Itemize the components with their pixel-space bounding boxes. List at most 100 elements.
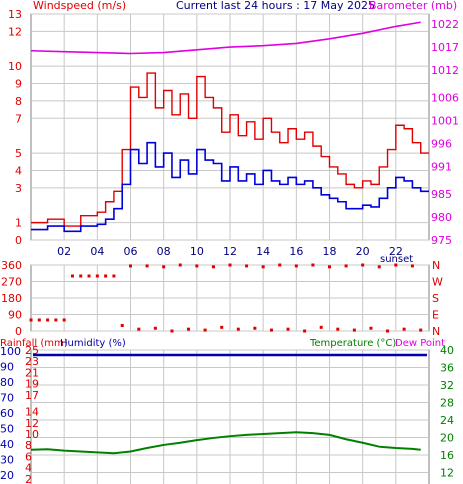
humidity-tick-labels: 102030405060708090100 — [0, 345, 21, 482]
panel-rain-humidity-temperature: 024681012141719212325 102030405060708090… — [0, 344, 454, 484]
direction-degree-labels: 0 90 180 270 360 — [1, 259, 22, 338]
wind-direction-point — [402, 327, 406, 331]
sunset-label: sunset — [380, 254, 413, 265]
wind-direction-point — [328, 265, 331, 269]
wind-gust-line — [31, 72, 429, 227]
wind-direction-point — [87, 274, 91, 278]
wind-direction-point — [120, 324, 124, 327]
hour-tick-label: 10 — [190, 245, 204, 258]
wind-direction-point — [145, 264, 149, 268]
wind-direction-point — [220, 325, 224, 329]
wind-direction-point — [170, 329, 174, 333]
humidity-tick-label: 30 — [0, 454, 14, 467]
wind-direction-point — [37, 318, 41, 322]
temperature-tick-label: 40 — [440, 344, 454, 357]
temperature-line — [30, 431, 421, 455]
humidity-tick-label: 40 — [0, 438, 14, 451]
wind-direction-point — [153, 326, 157, 330]
temperature-axis-title: Temperature (°C) — [309, 338, 396, 349]
direction-degree-label: 270 — [1, 276, 22, 289]
temperature-tick-label: 20 — [440, 432, 454, 445]
hour-tick-label: 06 — [124, 245, 138, 258]
wind-direction-point — [319, 325, 323, 329]
wind-direction-point — [303, 329, 307, 333]
direction-degree-label: 0 — [15, 325, 22, 338]
hour-tick-label: 02 — [57, 245, 71, 258]
humidity-tick-label: 100 — [0, 345, 21, 358]
temperature-tick-label: 36 — [440, 362, 454, 375]
wind-direction-point — [294, 264, 298, 268]
temperature-tick-label: 24 — [440, 414, 454, 427]
humidity-tick-label: 60 — [0, 407, 14, 420]
wind-direction-point — [203, 328, 207, 332]
rainfall-tick-label: 14 — [25, 406, 39, 419]
wind-direction-point — [112, 274, 116, 278]
direction-degree-label: 360 — [1, 259, 22, 272]
rainfall-tick-label: 2 — [25, 473, 32, 484]
rainfall-tick-label: 19 — [25, 378, 39, 391]
barometer-tick-label: 1001 — [431, 115, 459, 128]
windspeed-tick-label: 12 — [8, 25, 22, 38]
humidity-tick-label: 70 — [0, 392, 14, 405]
rainfall-tick-label: 23 — [25, 355, 39, 368]
wind-direction-point — [228, 263, 232, 267]
wind-direction-point — [211, 265, 215, 269]
temperature-tick-label: 12 — [440, 467, 454, 480]
hour-tick-label: 22 — [389, 245, 403, 258]
rainfall-tick-label: 6 — [25, 450, 32, 463]
rainfall-tick-label: 8 — [25, 439, 32, 452]
wind-direction-point — [352, 328, 356, 332]
wind-direction-point — [162, 265, 166, 269]
hour-tick-label: 16 — [289, 245, 303, 258]
rainfall-tick-label: 17 — [25, 389, 39, 402]
wind-direction-point — [261, 265, 265, 269]
barometer-axis-title: Barometer (mb) — [369, 0, 457, 12]
barometer-tick-label: 996 — [431, 138, 452, 151]
windspeed-tick-label: 10 — [8, 60, 22, 73]
windspeed-tick-label: 13 — [8, 8, 22, 21]
wind-direction-point — [70, 274, 74, 278]
hour-tick-label: 20 — [356, 245, 370, 258]
wind-direction-point — [79, 274, 83, 278]
panel1-series — [30, 21, 429, 233]
direction-compass-label: N — [432, 325, 440, 338]
panel2-grid — [31, 264, 429, 332]
windspeed-tick-label: 4 — [15, 164, 22, 177]
wind-direction-point — [369, 326, 373, 330]
direction-compass-label: E — [432, 309, 439, 322]
wind-direction-point — [104, 274, 108, 278]
wind-direction-point — [178, 263, 182, 267]
rainfall-tick-label: 10 — [25, 428, 39, 441]
rainfall-tick-label: 12 — [25, 417, 39, 430]
temperature-tick-labels: 81216202428323640 — [440, 344, 454, 480]
wind-direction-point — [419, 328, 423, 332]
humidity-tick-label: 50 — [0, 423, 14, 436]
wind-direction-point — [386, 329, 390, 333]
wind-direction-points — [29, 263, 423, 333]
direction-degree-label: 90 — [8, 309, 22, 322]
barometer-tick-label: 980 — [431, 211, 452, 224]
wind-direction-point — [269, 328, 273, 332]
dewpoint-axis-title: Dew Point — [395, 338, 445, 349]
temperature-tick-label: 16 — [440, 449, 454, 462]
wind-direction-point — [29, 318, 33, 322]
humidity-tick-label: 80 — [0, 376, 14, 389]
direction-degree-label: 180 — [1, 292, 22, 305]
rainfall-tick-label: 21 — [25, 366, 39, 379]
hour-tick-label: 18 — [323, 245, 337, 258]
hour-tick-label: 08 — [157, 245, 171, 258]
panel3-series — [30, 353, 427, 455]
barometer-tick-label: 1006 — [431, 92, 459, 105]
temperature-tick-label: 32 — [440, 379, 454, 392]
wind-direction-point — [137, 327, 141, 331]
wind-direction-point — [245, 264, 249, 268]
wind-direction-point — [62, 318, 66, 322]
barometer-tick-label: 1012 — [431, 64, 459, 77]
windspeed-tick-label: 8 — [15, 95, 22, 108]
wind-direction-point — [46, 318, 50, 322]
wind-direction-point — [311, 263, 315, 267]
